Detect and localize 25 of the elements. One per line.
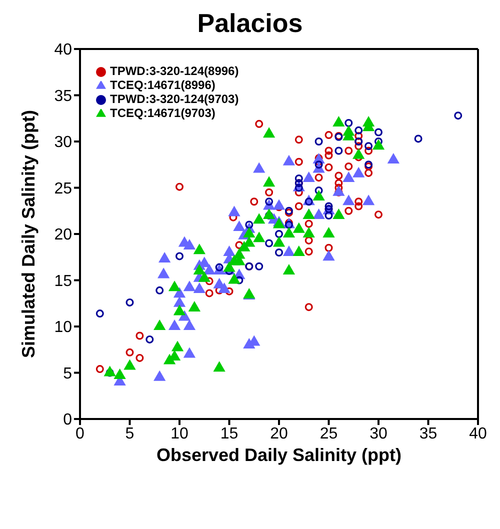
y-tick-label: 10 <box>54 319 72 336</box>
y-tick-label: 25 <box>54 180 72 198</box>
y-tick-label: 5 <box>63 365 72 382</box>
y-tick-label: 30 <box>54 134 72 152</box>
x-tick-label: 0 <box>76 425 85 442</box>
x-tick-label: 10 <box>170 425 188 442</box>
chart-title: Palacios <box>196 8 304 40</box>
x-tick-label: 5 <box>125 425 134 442</box>
x-tick-label: 40 <box>469 425 487 442</box>
x-axis-title: Observed Daily Salinity (ppt) <box>156 445 402 465</box>
x-tick-label: 20 <box>270 425 288 442</box>
legend-label: TCEQ:14671(9703) <box>110 106 216 120</box>
x-tick-label: 15 <box>220 425 238 442</box>
y-tick-label: 35 <box>54 88 72 105</box>
x-tick-label: 25 <box>320 425 338 442</box>
y-tick-label: 40 <box>54 42 72 59</box>
x-tick-label: 30 <box>370 425 388 442</box>
y-tick-label: 0 <box>63 412 72 429</box>
legend-label: TCEQ:14671(8996) <box>110 78 216 92</box>
x-tick-label: 35 <box>419 425 438 442</box>
y-tick-label: 15 <box>54 272 72 290</box>
y-axis-title: Simulated Daily Salinity (ppt) <box>18 110 38 358</box>
y-tick-label: 20 <box>54 226 72 244</box>
legend-label: TPWD:3-320-124(8996) <box>110 64 239 78</box>
legend-label: TPWD:3-320-124(9703) <box>110 92 239 106</box>
